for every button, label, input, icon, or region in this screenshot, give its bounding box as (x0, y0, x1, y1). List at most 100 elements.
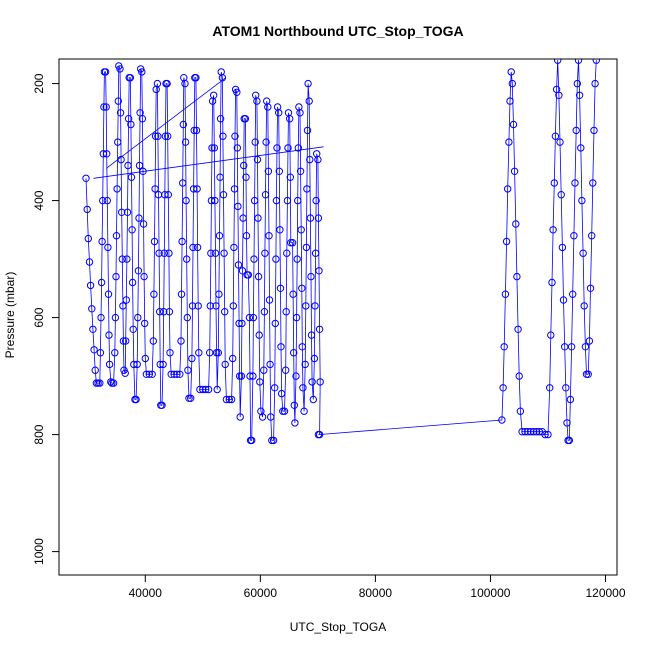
data-point (249, 372, 257, 380)
data-point (165, 308, 174, 316)
data-point (299, 384, 307, 392)
data-point (124, 161, 132, 170)
data-point (215, 232, 224, 240)
data-point (565, 436, 573, 445)
series-group (82, 59, 600, 445)
data-point (292, 372, 300, 380)
data-point (267, 413, 275, 421)
data-point (532, 428, 541, 436)
data-point (155, 249, 163, 257)
data-point (264, 103, 272, 111)
data-point (535, 428, 543, 436)
data-point (544, 430, 552, 439)
data-point (127, 120, 135, 129)
data-point (165, 249, 173, 257)
data-point (154, 132, 162, 140)
data-point (572, 126, 580, 135)
data-point (249, 313, 258, 322)
data-point (590, 126, 598, 135)
data-point (127, 173, 136, 181)
chart-title: ATOM1 Northbound UTC_Stop_TOGA (212, 23, 463, 39)
data-point (306, 155, 314, 164)
data-point (105, 360, 114, 369)
data-point (140, 272, 148, 281)
data-point (214, 349, 223, 357)
data-point (156, 360, 164, 369)
data-point (312, 196, 320, 205)
data-point (307, 331, 316, 339)
data-point (126, 74, 135, 82)
data-point (498, 416, 506, 424)
data-point (277, 343, 285, 351)
data-point (166, 349, 174, 357)
data-point (114, 97, 123, 105)
data-point (574, 59, 583, 64)
data-point (314, 214, 323, 222)
data-point (589, 179, 597, 187)
data-point (177, 337, 185, 345)
data-point (260, 308, 269, 316)
data-point (119, 302, 127, 310)
data-point (505, 138, 513, 146)
data-point (160, 308, 168, 316)
plot-frame (58, 58, 618, 576)
data-point (546, 384, 554, 392)
data-point (510, 167, 519, 176)
data-point (240, 161, 248, 170)
data-point (272, 255, 280, 263)
data-point (221, 308, 229, 316)
data-point (241, 115, 250, 123)
data-point (190, 126, 198, 135)
data-point (238, 319, 246, 328)
y-axis-label: Pressure (mbar) (3, 272, 17, 359)
data-point (290, 401, 298, 409)
data-point (114, 138, 122, 146)
data-point (153, 79, 162, 88)
data-point (229, 354, 237, 363)
data-point (164, 132, 172, 140)
data-point (314, 430, 323, 439)
data-point (167, 370, 175, 378)
data-point (219, 191, 228, 199)
data-point (233, 88, 241, 97)
data-point (575, 91, 584, 100)
data-point (196, 385, 204, 394)
data-point (158, 401, 166, 409)
data-point (557, 191, 565, 199)
data-point (231, 132, 239, 140)
data-point (142, 370, 151, 378)
data-point (509, 120, 518, 129)
data-point (294, 144, 302, 152)
data-point (207, 196, 216, 205)
data-point (286, 115, 294, 123)
data-point (176, 370, 184, 378)
data-point (219, 132, 227, 140)
data-point (130, 360, 138, 369)
y-tick-label: 800 (32, 424, 46, 444)
data-point (141, 354, 150, 363)
data-point (304, 79, 312, 88)
data-point (222, 395, 231, 404)
data-point (518, 428, 526, 436)
data-point (112, 232, 121, 240)
data-point (288, 239, 297, 247)
data-point (578, 196, 586, 205)
data-point (101, 68, 110, 76)
data-point (305, 97, 313, 105)
data-point (276, 284, 285, 292)
data-point (98, 237, 106, 246)
data-point (311, 302, 319, 310)
data-point (499, 384, 507, 392)
data-point (246, 372, 254, 380)
data-point (227, 395, 236, 404)
data-point (548, 278, 556, 287)
data-point (195, 349, 203, 357)
data-point (506, 97, 514, 105)
data-point (215, 290, 223, 298)
data-point (306, 214, 315, 222)
data-point (271, 384, 279, 392)
y-axis: 200 400 600 800 1000 (32, 73, 59, 565)
data-point (251, 138, 259, 146)
data-point (89, 325, 97, 333)
data-point (266, 360, 274, 369)
